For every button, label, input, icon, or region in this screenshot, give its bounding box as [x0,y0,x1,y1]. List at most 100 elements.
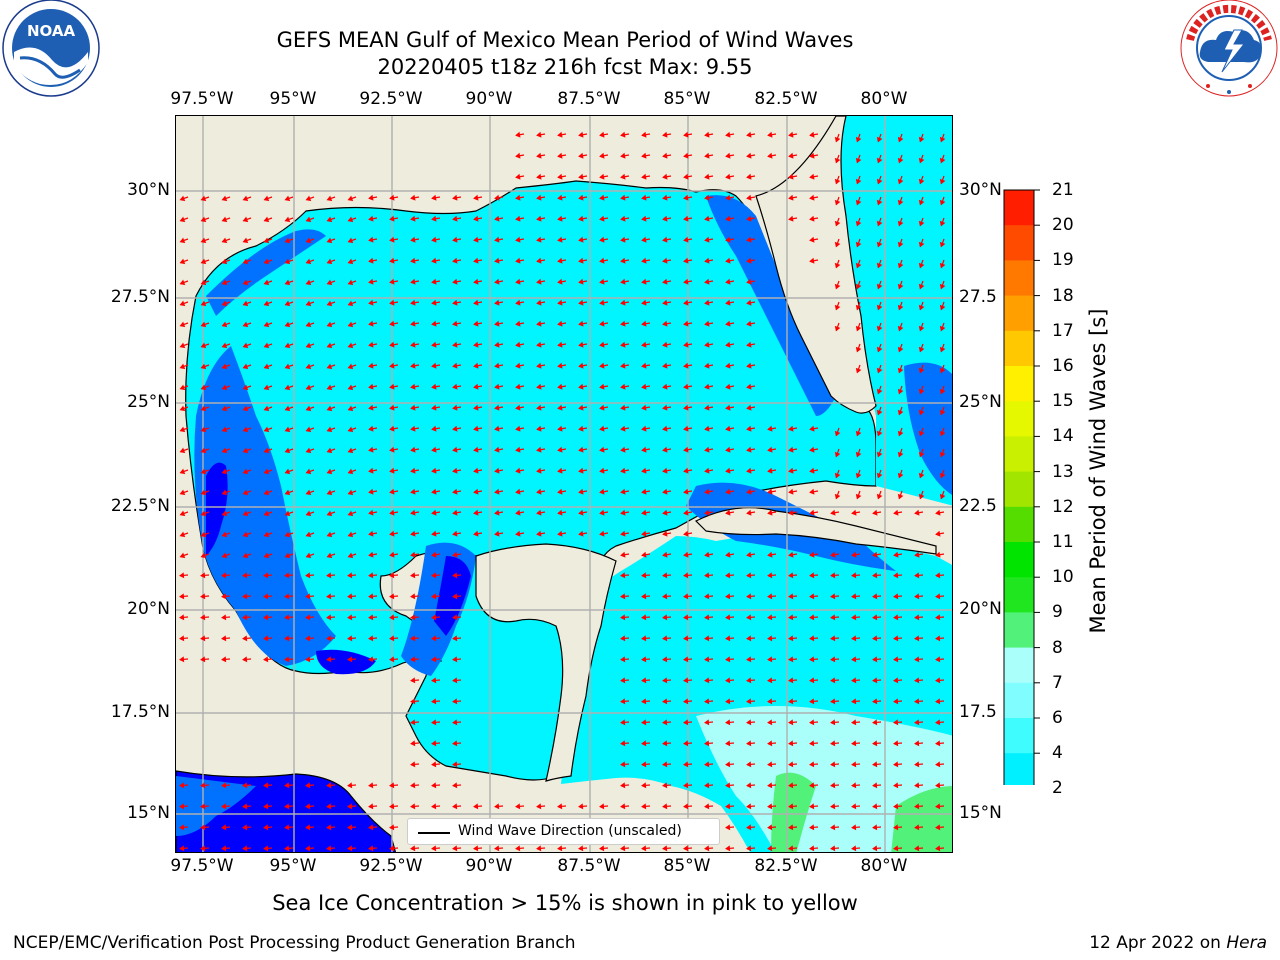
wave-arrow-head [305,803,311,810]
wave-arrow-head [893,803,899,810]
wave-arrow-head [263,845,269,852]
wave-arrow-head [897,346,904,353]
wave-arrow-head [410,488,416,495]
wave-arrow-head [620,593,626,600]
wave-arrow-head [347,321,354,328]
wave-arrow-head [200,614,206,621]
wave-arrow-head [410,299,416,306]
wave-arrow-head [326,510,333,517]
wave-arrow-head [725,635,731,642]
wave-arrow-head [620,152,626,159]
wave-arrow-head [662,530,668,537]
wave-arrow-head [221,384,228,391]
wave-arrow-head [368,278,374,285]
wave-arrow-head [452,845,458,852]
wave-arrow-head [767,698,773,705]
wave-arrow-head [179,363,186,370]
wave-arrow-head [200,468,207,475]
wave-arrow-head [368,782,374,789]
wave-arrow-head [494,530,500,537]
wave-arrow-head [767,782,773,789]
wave-arrow-head [851,761,857,768]
wave-arrow-head [620,509,626,516]
wave-arrow-head [284,426,291,433]
wave-arrow-head [809,257,815,264]
wave-arrow-head [557,320,563,327]
wave-arrow-head [809,845,815,852]
wave-arrow-head [767,803,773,810]
wave-arrow-head [263,468,270,475]
wave-arrow-head [851,635,857,642]
wave-arrow-head [410,698,416,705]
wave-arrow-head [368,845,374,852]
wave-arrow-head [389,614,395,621]
lon-label-bottom-4: 87.5°W [557,856,621,876]
wave-arrow-head [599,803,605,810]
wave-arrow-head [809,803,815,810]
wave-arrow-head [431,299,437,306]
wave-arrow-head [809,824,815,831]
wave-arrow-head [683,740,689,747]
wave-arrow-head [284,342,291,349]
wave-arrow-head [809,215,815,222]
colorbar-segment [1004,471,1034,508]
wave-arrow-head [876,220,883,227]
wave-arrow-head [746,236,752,243]
wave-arrow-head [788,824,794,831]
wave-arrow-head [557,341,563,348]
wave-arrow-head [389,341,395,348]
wave-arrow-head [368,446,374,453]
wave-arrow-head [914,656,920,663]
wave-arrow-head [221,321,228,328]
wave-arrow-head [305,782,311,789]
wave-arrow-head [851,551,857,558]
wave-arrow-head [368,425,374,432]
wave-arrow-head [855,283,862,290]
colorbar-tick-label: 6 [1052,708,1063,728]
map-panel [175,115,953,853]
wave-arrow-head [326,803,332,810]
wave-arrow-head [834,220,841,227]
wave-arrow-head [767,740,773,747]
wave-arrow-head [662,698,668,705]
wave-arrow-head [683,320,689,327]
wave-arrow-head [221,279,228,286]
wave-arrow-head [662,677,668,684]
wave-arrow-head [284,279,291,286]
wave-arrow-head [431,782,437,789]
wave-arrow-head [683,467,689,474]
wave-arrow-head [872,593,878,600]
wave-arrow-head [935,845,941,852]
wave-arrow-head [725,194,731,201]
wave-arrow-head [389,404,395,411]
wave-arrow-head [242,614,248,621]
wave-arrow-head [578,341,584,348]
wave-arrow-head [662,782,668,789]
wave-arrow-head [431,635,437,642]
wave-arrow-head [641,530,647,537]
wave-arrow-head [473,425,479,432]
wave-arrow-head [683,131,689,138]
wave-arrow-head [893,614,899,621]
wave-arrow-head [515,278,521,285]
lat-label-left-1: 27.5°N [110,287,170,307]
wave-arrow-head [242,489,249,496]
wave-arrow-head [242,572,248,579]
wave-arrow-head [830,782,836,789]
wave-arrow-head [662,173,668,180]
wave-arrow-head [914,761,920,768]
wave-arrow-head [935,782,941,789]
wave-arrow-head [368,215,374,222]
wave-arrow-head [746,572,752,579]
wave-arrow-head [389,530,395,537]
wave-arrow-head [200,845,206,852]
wave-arrow-head [389,845,395,852]
colorbar-tick-label: 17 [1052,320,1074,341]
wave-arrow-head [876,472,883,479]
wave-arrow-head [641,425,647,432]
wave-arrow-head [662,152,668,159]
wave-arrow-head [410,635,416,642]
wave-arrow-head [515,215,521,222]
wave-arrow-head [620,446,626,453]
wave-arrow-head [851,677,857,684]
